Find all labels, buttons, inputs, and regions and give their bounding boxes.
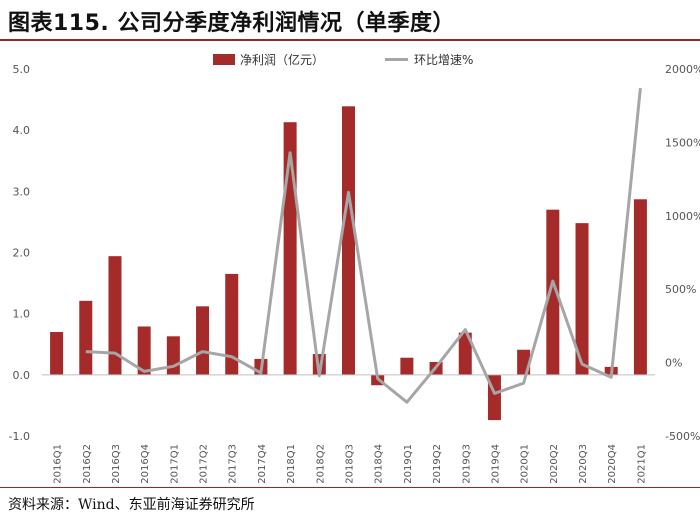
x-axis-tick-label: 2018Q3 <box>345 444 356 484</box>
x-axis-tick-label: 2019Q4 <box>490 444 501 484</box>
left-axis-tick-label: 1.0 <box>13 308 31 321</box>
bar-2017Q2 <box>196 306 210 375</box>
x-axis-tick-label: 2019Q3 <box>461 444 472 484</box>
right-axis-tick-label: 0% <box>665 357 682 370</box>
bar-2020Q2 <box>546 209 560 375</box>
bar-2018Q3 <box>342 106 355 375</box>
x-axis-tick-label: 2018Q1 <box>286 444 297 484</box>
left-axis-tick-label: 4.0 <box>13 124 31 137</box>
title-divider <box>0 39 700 41</box>
bar-2016Q4 <box>137 326 151 375</box>
x-axis-tick-label: 2019Q1 <box>403 444 414 484</box>
x-axis-tick-label: 2016Q2 <box>82 444 93 484</box>
bar-2017Q1 <box>166 336 180 375</box>
left-axis-tick-label: 0.0 <box>13 369 31 382</box>
x-axis-tick-label: 2020Q1 <box>520 444 531 484</box>
left-axis-tick-label: 5.0 <box>13 63 31 76</box>
right-axis-tick-label: 1500% <box>665 136 700 149</box>
title-bar: 图表115. 公司分季度净利润情况（单季度） <box>0 0 700 41</box>
source-note: 资料来源：Wind、东亚前海证券研究所 <box>8 497 255 513</box>
x-axis-tick-label: 2021Q1 <box>636 444 647 484</box>
x-axis-tick-label: 2017Q1 <box>169 444 180 484</box>
x-axis-tick-label: 2020Q2 <box>549 444 560 484</box>
x-axis-tick-label: 2017Q3 <box>228 444 239 484</box>
bar-2019Q1 <box>400 357 414 375</box>
bar-2016Q1 <box>50 332 64 375</box>
x-axis-tick-label: 2018Q2 <box>315 444 326 484</box>
chart-area: -1.0 0.0 1.0 2.0 3.0 4.0 5.0 -500% 0% 500% 1000% 15… <box>0 44 700 484</box>
chart-title: 图表115. 公司分季度净利润情况（单季度） <box>8 11 455 36</box>
right-axis-tick-label: 1000% <box>665 210 700 223</box>
x-axis-tick-label: 2016Q4 <box>140 444 151 484</box>
bar-2020Q3 <box>575 223 589 375</box>
x-axis-tick-label: 2019Q2 <box>432 444 443 484</box>
bar-2017Q3 <box>225 273 239 375</box>
legend-line-label: 环比增速% <box>414 53 473 67</box>
left-axis-tick-label: -1.0 <box>9 430 30 443</box>
x-axis-tick-label: 2018Q4 <box>374 444 385 484</box>
bar-2016Q2 <box>79 300 93 375</box>
x-axis-tick-label: 2016Q3 <box>111 444 122 484</box>
right-axis-tick-label: 500% <box>665 283 696 296</box>
right-axis-tick-label: 2000% <box>665 63 700 76</box>
bar-2021Q1 <box>633 199 647 375</box>
bar-2019Q3 <box>458 332 472 375</box>
bar-2016Q3 <box>108 256 122 375</box>
left-axis-tick-label: 2.0 <box>13 247 31 260</box>
combo-chart: -1.0 0.0 1.0 2.0 3.0 4.0 5.0 -500% 0% 500% 1000% 15… <box>9 52 700 484</box>
growth-rate-line <box>85 87 642 404</box>
footer-divider <box>0 487 700 488</box>
x-axis-tick-label: 2020Q4 <box>607 444 618 484</box>
x-axis-tick-label: 2020Q3 <box>578 444 589 484</box>
x-axis-tick-label: 2016Q1 <box>53 444 64 484</box>
legend-bar-label: 净利润（亿元） <box>240 52 324 67</box>
right-axis-tick-label: -500% <box>665 430 700 443</box>
legend-bar-swatch <box>213 54 235 65</box>
left-axis-tick-label: 3.0 <box>13 185 31 198</box>
x-axis-tick-label: 2017Q2 <box>199 444 210 484</box>
x-axis-tick-label: 2017Q4 <box>257 444 268 484</box>
